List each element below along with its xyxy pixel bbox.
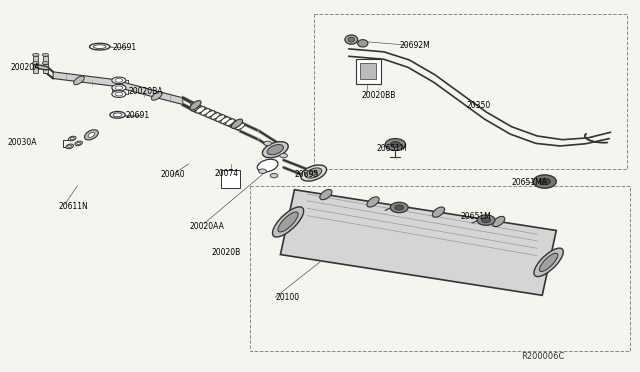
Ellipse shape bbox=[533, 175, 556, 188]
Text: 20020B: 20020B bbox=[211, 248, 241, 257]
Bar bbox=[360, 63, 376, 78]
Bar bbox=[43, 55, 48, 64]
Ellipse shape bbox=[345, 35, 358, 44]
Ellipse shape bbox=[226, 119, 235, 125]
Ellipse shape bbox=[280, 153, 287, 158]
Ellipse shape bbox=[90, 43, 110, 50]
Ellipse shape bbox=[113, 84, 123, 93]
Ellipse shape bbox=[230, 121, 240, 128]
Ellipse shape bbox=[236, 123, 244, 129]
Ellipse shape bbox=[310, 171, 317, 175]
Ellipse shape bbox=[390, 202, 408, 213]
Ellipse shape bbox=[433, 207, 445, 217]
Bar bbox=[43, 64, 48, 73]
Ellipse shape bbox=[88, 132, 95, 137]
Ellipse shape bbox=[232, 119, 243, 128]
Ellipse shape bbox=[358, 39, 368, 47]
Ellipse shape bbox=[115, 86, 123, 90]
Text: 20074: 20074 bbox=[214, 169, 239, 177]
Ellipse shape bbox=[481, 218, 490, 223]
Ellipse shape bbox=[216, 115, 225, 121]
Ellipse shape bbox=[201, 109, 210, 115]
Text: 20651MA: 20651MA bbox=[511, 178, 548, 187]
Ellipse shape bbox=[259, 169, 266, 173]
Ellipse shape bbox=[190, 100, 201, 110]
Ellipse shape bbox=[395, 205, 404, 210]
Ellipse shape bbox=[112, 91, 126, 97]
Text: 20651M: 20651M bbox=[376, 144, 407, 153]
Ellipse shape bbox=[115, 92, 123, 96]
Ellipse shape bbox=[66, 144, 74, 149]
Ellipse shape bbox=[115, 78, 123, 82]
Polygon shape bbox=[53, 72, 182, 105]
Ellipse shape bbox=[75, 141, 83, 146]
Ellipse shape bbox=[93, 45, 106, 48]
Ellipse shape bbox=[273, 207, 303, 237]
Ellipse shape bbox=[493, 217, 505, 227]
Polygon shape bbox=[280, 190, 556, 295]
Ellipse shape bbox=[113, 113, 122, 117]
Ellipse shape bbox=[305, 168, 322, 178]
Text: 20691: 20691 bbox=[125, 111, 149, 120]
Text: 20100: 20100 bbox=[275, 293, 300, 302]
Ellipse shape bbox=[42, 53, 49, 56]
Ellipse shape bbox=[539, 178, 550, 185]
Ellipse shape bbox=[320, 189, 332, 200]
Text: 20350: 20350 bbox=[467, 101, 491, 110]
Text: 20692M: 20692M bbox=[400, 41, 431, 50]
Text: 20020BA: 20020BA bbox=[129, 87, 163, 96]
Ellipse shape bbox=[267, 145, 284, 155]
Text: 20695: 20695 bbox=[294, 170, 319, 179]
Text: 20611N: 20611N bbox=[58, 202, 88, 211]
Ellipse shape bbox=[74, 76, 84, 85]
Ellipse shape bbox=[152, 92, 162, 100]
Ellipse shape bbox=[206, 111, 215, 117]
Ellipse shape bbox=[301, 165, 326, 181]
Text: 20020BB: 20020BB bbox=[362, 91, 396, 100]
Ellipse shape bbox=[68, 136, 76, 141]
Ellipse shape bbox=[77, 142, 81, 145]
Ellipse shape bbox=[33, 61, 39, 64]
Ellipse shape bbox=[68, 145, 72, 148]
Ellipse shape bbox=[84, 130, 99, 140]
Ellipse shape bbox=[348, 37, 355, 42]
Ellipse shape bbox=[477, 215, 495, 225]
Ellipse shape bbox=[278, 212, 298, 232]
Text: 20020A: 20020A bbox=[10, 63, 40, 72]
Text: 20020AA: 20020AA bbox=[189, 222, 224, 231]
Text: 20030A: 20030A bbox=[7, 138, 36, 147]
Text: 200A0: 200A0 bbox=[161, 170, 185, 179]
Bar bbox=[356, 58, 381, 84]
Ellipse shape bbox=[191, 105, 200, 111]
Ellipse shape bbox=[221, 117, 230, 124]
Ellipse shape bbox=[540, 253, 558, 272]
Ellipse shape bbox=[270, 173, 278, 178]
Ellipse shape bbox=[367, 197, 379, 207]
Ellipse shape bbox=[112, 77, 126, 84]
Ellipse shape bbox=[262, 142, 288, 158]
Ellipse shape bbox=[385, 138, 406, 150]
Ellipse shape bbox=[110, 112, 125, 118]
Ellipse shape bbox=[196, 107, 205, 113]
Bar bbox=[221, 170, 240, 188]
Bar bbox=[33, 64, 38, 73]
Text: R200006C: R200006C bbox=[521, 352, 564, 361]
Text: 20691: 20691 bbox=[113, 42, 136, 51]
Ellipse shape bbox=[257, 159, 278, 172]
Text: 20651M: 20651M bbox=[461, 212, 492, 221]
Polygon shape bbox=[191, 102, 240, 131]
Ellipse shape bbox=[112, 84, 126, 91]
Bar bbox=[33, 55, 38, 64]
Ellipse shape bbox=[70, 137, 74, 140]
Ellipse shape bbox=[211, 113, 220, 119]
Ellipse shape bbox=[42, 61, 49, 64]
Ellipse shape bbox=[264, 141, 271, 145]
Ellipse shape bbox=[390, 141, 401, 147]
Ellipse shape bbox=[534, 248, 563, 276]
Ellipse shape bbox=[33, 53, 39, 56]
Ellipse shape bbox=[35, 65, 49, 70]
